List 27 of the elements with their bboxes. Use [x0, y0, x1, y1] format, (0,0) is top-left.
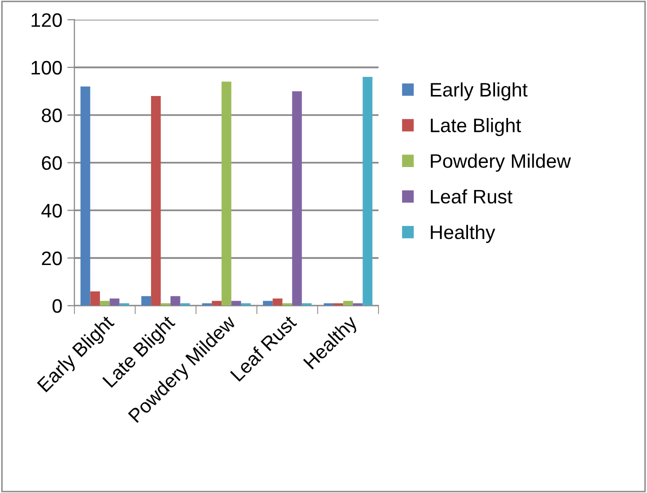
- y-tick-label: 80: [42, 108, 62, 122]
- bar: [212, 300, 222, 306]
- legend-label: Powdery Mildew: [430, 154, 571, 172]
- bar: [272, 298, 282, 306]
- bar: [170, 296, 180, 306]
- y-tick-label: 0: [52, 299, 62, 313]
- y-tick-label: 60: [42, 156, 62, 170]
- bar: [362, 76, 372, 306]
- bar: [343, 300, 353, 306]
- legend-label: Leaf Rust: [430, 189, 512, 204]
- bar: [80, 86, 90, 306]
- legend-label: Late Blight: [430, 118, 522, 136]
- bar: [151, 96, 161, 306]
- bar: [222, 82, 232, 306]
- legend-label: Early Blight: [430, 82, 528, 100]
- y-tick-label: 20: [42, 251, 62, 266]
- bar: [231, 300, 242, 306]
- bar: [100, 300, 110, 306]
- y-tick-label: 100: [32, 60, 62, 75]
- legend-label: Healthy: [430, 224, 496, 244]
- bar: [110, 298, 120, 306]
- bar: [262, 300, 273, 306]
- bar: [141, 296, 152, 306]
- y-tick-label: 40: [41, 204, 62, 218]
- bar: [292, 91, 302, 306]
- bar: [90, 291, 100, 306]
- y-tick-label: 120: [32, 13, 62, 27]
